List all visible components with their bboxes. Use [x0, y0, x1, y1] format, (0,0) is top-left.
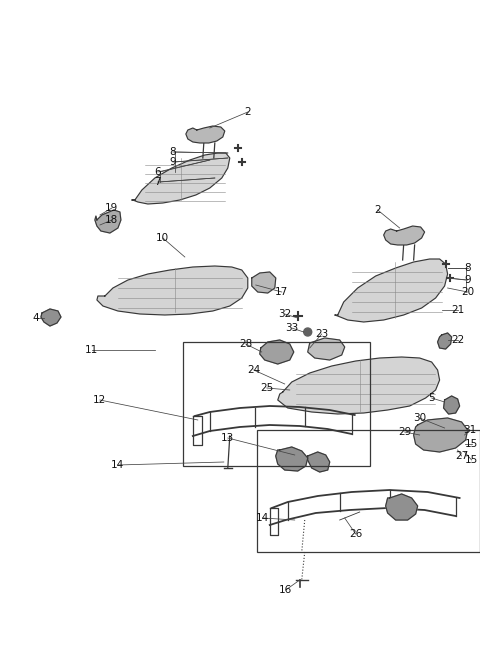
Text: 6: 6: [155, 167, 161, 177]
Text: 14: 14: [256, 513, 269, 523]
Text: 30: 30: [413, 413, 426, 423]
Polygon shape: [444, 396, 459, 414]
Text: 27: 27: [455, 451, 468, 461]
Text: 19: 19: [105, 203, 119, 213]
Text: 24: 24: [247, 365, 261, 375]
Polygon shape: [41, 309, 61, 326]
Polygon shape: [132, 153, 230, 204]
Text: 33: 33: [285, 323, 299, 333]
Ellipse shape: [304, 328, 312, 336]
Text: 29: 29: [398, 427, 411, 437]
Text: 25: 25: [260, 383, 274, 393]
Polygon shape: [278, 357, 440, 414]
Text: 26: 26: [349, 529, 362, 539]
Polygon shape: [335, 259, 448, 322]
Polygon shape: [276, 447, 308, 471]
Polygon shape: [260, 340, 294, 364]
Polygon shape: [384, 226, 425, 245]
Text: 7: 7: [155, 177, 161, 187]
Text: 4: 4: [33, 313, 39, 323]
Polygon shape: [308, 338, 345, 360]
Text: 31: 31: [463, 425, 476, 435]
Polygon shape: [438, 333, 452, 349]
Polygon shape: [95, 210, 121, 233]
Text: 8: 8: [169, 147, 176, 157]
Text: 2: 2: [374, 205, 381, 215]
Text: 9: 9: [464, 275, 471, 285]
Text: 15: 15: [465, 439, 478, 449]
Text: 32: 32: [278, 309, 291, 319]
Polygon shape: [186, 126, 225, 143]
Text: 18: 18: [105, 215, 119, 225]
Bar: [183, 342, 370, 466]
Text: 14: 14: [111, 460, 124, 470]
Text: 12: 12: [93, 395, 107, 405]
Text: 11: 11: [85, 345, 98, 355]
Text: 20: 20: [461, 287, 474, 297]
Text: 28: 28: [239, 339, 252, 349]
Text: 8: 8: [464, 263, 471, 273]
Bar: [257, 430, 480, 552]
Text: 22: 22: [451, 335, 464, 345]
Polygon shape: [252, 272, 276, 293]
Polygon shape: [97, 266, 248, 315]
Polygon shape: [414, 418, 468, 452]
Text: 2: 2: [244, 107, 251, 117]
Text: 5: 5: [428, 393, 435, 403]
Text: 16: 16: [279, 585, 292, 595]
Text: 13: 13: [221, 433, 234, 443]
Text: 23: 23: [315, 329, 328, 339]
Text: 17: 17: [275, 287, 288, 297]
Text: 21: 21: [451, 305, 464, 315]
Polygon shape: [308, 452, 330, 472]
Polygon shape: [385, 494, 418, 520]
Text: 15: 15: [465, 455, 478, 465]
Text: 9: 9: [169, 157, 176, 167]
Text: 10: 10: [156, 233, 169, 243]
